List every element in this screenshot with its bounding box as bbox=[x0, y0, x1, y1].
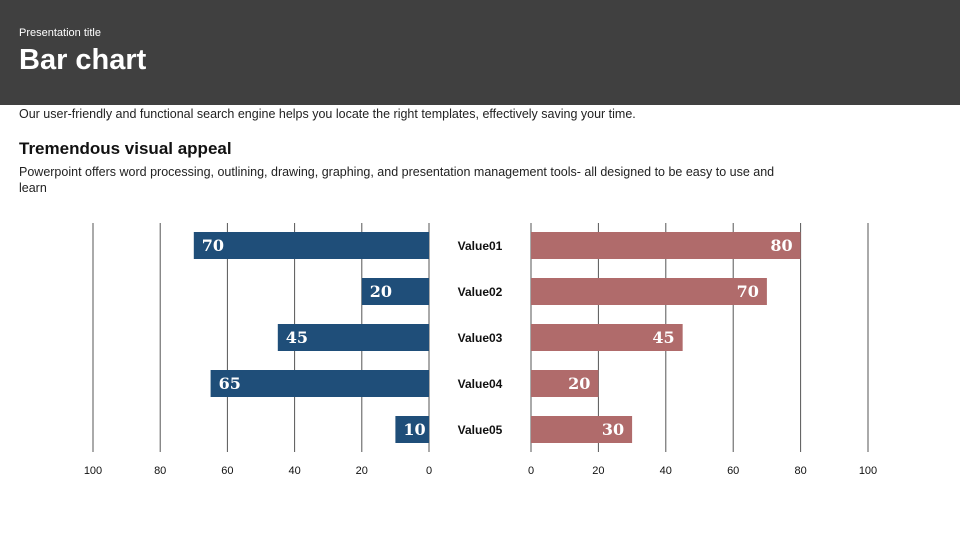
right-bar bbox=[531, 370, 599, 397]
right-bar bbox=[531, 232, 801, 259]
left-tick-label: 80 bbox=[154, 465, 166, 477]
left-tick-label: 0 bbox=[426, 465, 432, 477]
body-text: Powerpoint offers word processing, outli… bbox=[19, 165, 775, 195]
slide-title: Bar chart bbox=[19, 44, 147, 76]
right-bar-value-label: 45 bbox=[652, 328, 674, 347]
right-bar-value-label: 20 bbox=[568, 374, 590, 393]
left-bar-value-label: 65 bbox=[219, 374, 241, 393]
category-label: Value04 bbox=[458, 377, 503, 391]
left-tick-label: 60 bbox=[221, 465, 233, 477]
category-label: Value01 bbox=[458, 239, 503, 253]
left-tick-label: 20 bbox=[356, 465, 368, 477]
right-tick-label: 0 bbox=[528, 465, 534, 477]
right-bar bbox=[531, 416, 633, 443]
category-label: Value03 bbox=[458, 331, 503, 345]
left-bar-value-label: 45 bbox=[286, 328, 308, 347]
right-bar-value-label: 30 bbox=[602, 420, 624, 439]
left-tick-label: 40 bbox=[288, 465, 300, 477]
left-bar bbox=[193, 232, 429, 259]
intro-text: Our user-friendly and functional search … bbox=[19, 107, 636, 121]
right-bar bbox=[531, 278, 767, 305]
right-bar-value-label: 70 bbox=[737, 282, 759, 301]
section-subtitle: Tremendous visual appeal bbox=[19, 139, 232, 158]
right-tick-label: 100 bbox=[859, 465, 877, 477]
right-tick-label: 80 bbox=[794, 465, 806, 477]
left-tick-label: 100 bbox=[84, 465, 102, 477]
left-bar bbox=[361, 278, 429, 305]
right-bar-value-label: 80 bbox=[770, 236, 792, 255]
presentation-title: Presentation title bbox=[19, 27, 101, 39]
left-bar-value-label: 10 bbox=[403, 420, 425, 439]
right-tick-label: 20 bbox=[592, 465, 604, 477]
category-label: Value05 bbox=[458, 423, 503, 437]
left-bar-value-label: 70 bbox=[202, 236, 224, 255]
right-tick-label: 60 bbox=[727, 465, 739, 477]
right-bar bbox=[531, 324, 683, 351]
left-bar bbox=[395, 416, 429, 443]
left-bar bbox=[277, 324, 429, 351]
category-label: Value02 bbox=[458, 285, 503, 299]
left-bar bbox=[210, 370, 429, 397]
right-tick-label: 40 bbox=[660, 465, 672, 477]
slide-header: Presentation title Bar chart bbox=[0, 0, 960, 105]
left-bar-value-label: 20 bbox=[370, 282, 392, 301]
